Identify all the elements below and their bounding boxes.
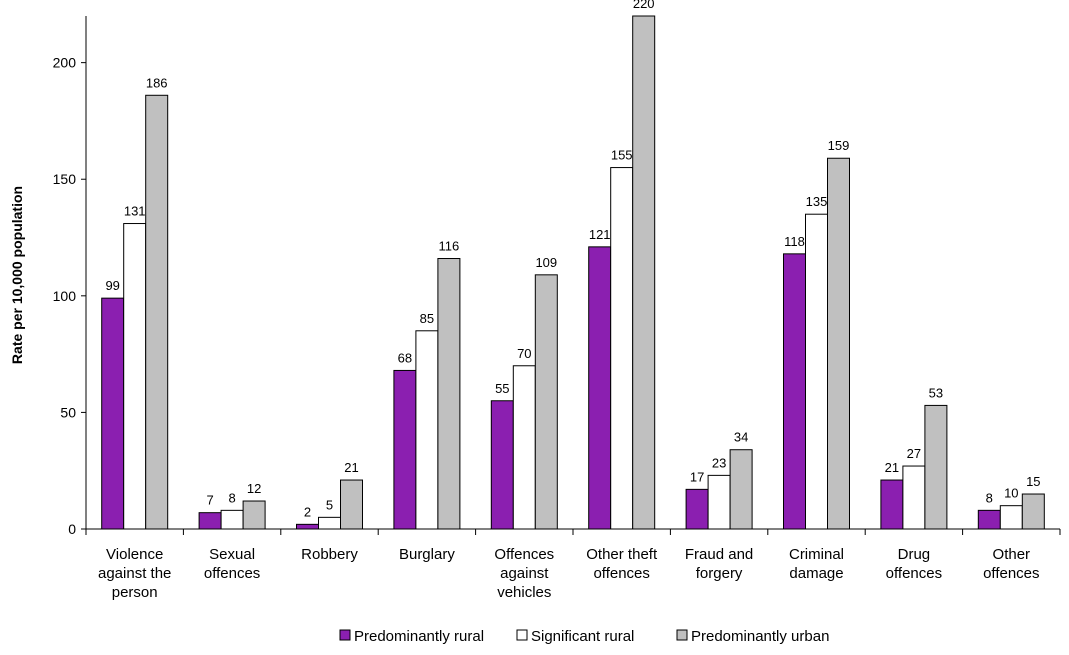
bar xyxy=(902,465,926,530)
data-label: 21 xyxy=(344,460,358,475)
data-label: 8 xyxy=(228,490,235,505)
bar xyxy=(123,223,147,530)
bar xyxy=(880,479,904,530)
legend-swatch xyxy=(339,629,351,641)
x-tick-label: Burglary xyxy=(399,546,455,563)
bar xyxy=(198,512,222,530)
x-tick-label: Other theft xyxy=(586,546,658,563)
data-label: 85 xyxy=(420,311,434,326)
bar xyxy=(534,274,558,530)
bar xyxy=(490,400,514,530)
x-tick-label: Criminal xyxy=(789,546,844,563)
bar xyxy=(610,167,634,530)
data-label: 186 xyxy=(146,75,168,90)
x-tick-label: Other xyxy=(993,546,1031,563)
x-tick-label: person xyxy=(112,584,158,601)
bar xyxy=(393,369,417,530)
bar xyxy=(512,365,536,530)
bar xyxy=(145,94,169,530)
bar xyxy=(220,509,244,530)
bar xyxy=(924,404,948,530)
data-label: 17 xyxy=(690,469,704,484)
data-label: 135 xyxy=(806,194,828,209)
bar xyxy=(340,479,363,530)
bar xyxy=(1021,493,1045,530)
legend-label: Predominantly rural xyxy=(354,628,484,645)
data-label: 109 xyxy=(535,255,557,270)
bar xyxy=(632,15,656,530)
legend-swatch xyxy=(516,629,528,641)
data-label: 8 xyxy=(986,490,993,505)
data-label: 68 xyxy=(398,350,412,365)
bar xyxy=(588,246,612,530)
x-tick-label: offences xyxy=(593,565,649,582)
bar xyxy=(827,157,850,530)
data-label: 53 xyxy=(929,385,943,400)
bar xyxy=(318,516,341,530)
data-label: 23 xyxy=(712,455,726,470)
data-label: 12 xyxy=(247,481,261,496)
y-axis: 0 50 100 150 200 xyxy=(53,16,87,537)
x-tick-label: forgery xyxy=(696,565,743,582)
x-tick-label: Robbery xyxy=(301,546,358,563)
bar xyxy=(783,253,806,530)
x-tick-label: offences xyxy=(204,565,260,582)
data-label: 220 xyxy=(633,0,655,11)
y-tick-label: 0 xyxy=(68,521,76,537)
x-tick-label: against xyxy=(500,565,549,582)
data-label: 7 xyxy=(206,493,213,508)
y-axis-title: Rate per 10,000 population xyxy=(9,186,25,364)
category-labels: Violence against the person Sexual offences R… xyxy=(98,546,1040,601)
data-label: 99 xyxy=(105,278,119,293)
x-tick-label: Drug xyxy=(898,546,931,563)
x-tick-label: offences xyxy=(983,565,1039,582)
data-label: 2 xyxy=(304,504,311,519)
legend-label: Predominantly urban xyxy=(691,628,829,645)
data-label: 15 xyxy=(1026,474,1040,489)
bar xyxy=(437,258,461,530)
y-tick-label: 100 xyxy=(53,288,77,304)
data-label: 121 xyxy=(589,227,611,242)
x-tick-label: Offences xyxy=(494,546,554,563)
legend: Predominantly rural Significant rural Pred… xyxy=(339,628,829,645)
data-label: 70 xyxy=(517,346,531,361)
bar xyxy=(415,330,439,530)
legend-label: Significant rural xyxy=(531,628,634,645)
y-tick-label: 200 xyxy=(53,55,77,71)
x-tick-label: Violence xyxy=(106,546,163,563)
x-axis xyxy=(85,528,1061,535)
data-label: 21 xyxy=(885,460,899,475)
x-tick-label: offences xyxy=(886,565,942,582)
x-tick-label: Sexual xyxy=(209,546,255,563)
data-label: 34 xyxy=(734,430,748,445)
data-label: 55 xyxy=(495,381,509,396)
data-label: 118 xyxy=(784,234,805,249)
bar xyxy=(296,523,319,530)
bar xyxy=(101,297,125,530)
data-label: 131 xyxy=(124,204,146,219)
bar xyxy=(999,505,1023,530)
y-tick-label: 50 xyxy=(60,404,76,420)
bar xyxy=(707,474,731,530)
y-tick-label: 150 xyxy=(53,171,77,187)
data-label: 5 xyxy=(326,497,333,512)
data-label: 116 xyxy=(439,239,460,254)
bar xyxy=(805,213,828,530)
data-label: 155 xyxy=(611,148,633,163)
data-label: 159 xyxy=(828,138,850,153)
x-tick-label: Fraud and xyxy=(685,546,753,563)
x-tick-label: against the xyxy=(98,565,171,582)
bar xyxy=(242,500,266,530)
legend-swatch xyxy=(676,629,688,641)
bar xyxy=(729,449,753,530)
bar xyxy=(685,488,709,530)
x-tick-label: vehicles xyxy=(497,584,551,601)
data-label: 10 xyxy=(1004,486,1018,501)
data-label: 27 xyxy=(907,446,921,461)
x-tick-label: damage xyxy=(789,565,843,582)
bar xyxy=(977,509,1001,530)
bars xyxy=(101,15,1045,530)
